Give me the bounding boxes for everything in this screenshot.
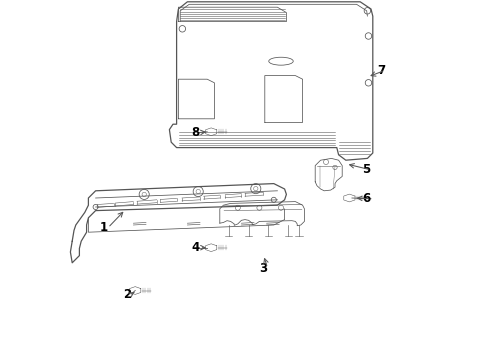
Text: 3: 3 [259, 262, 268, 275]
Text: 2: 2 [123, 288, 131, 301]
Text: 5: 5 [363, 163, 371, 176]
Text: 6: 6 [363, 192, 371, 205]
Text: 4: 4 [191, 241, 199, 254]
Text: 8: 8 [191, 126, 199, 139]
Text: 1: 1 [99, 221, 108, 234]
Text: 7: 7 [377, 64, 385, 77]
